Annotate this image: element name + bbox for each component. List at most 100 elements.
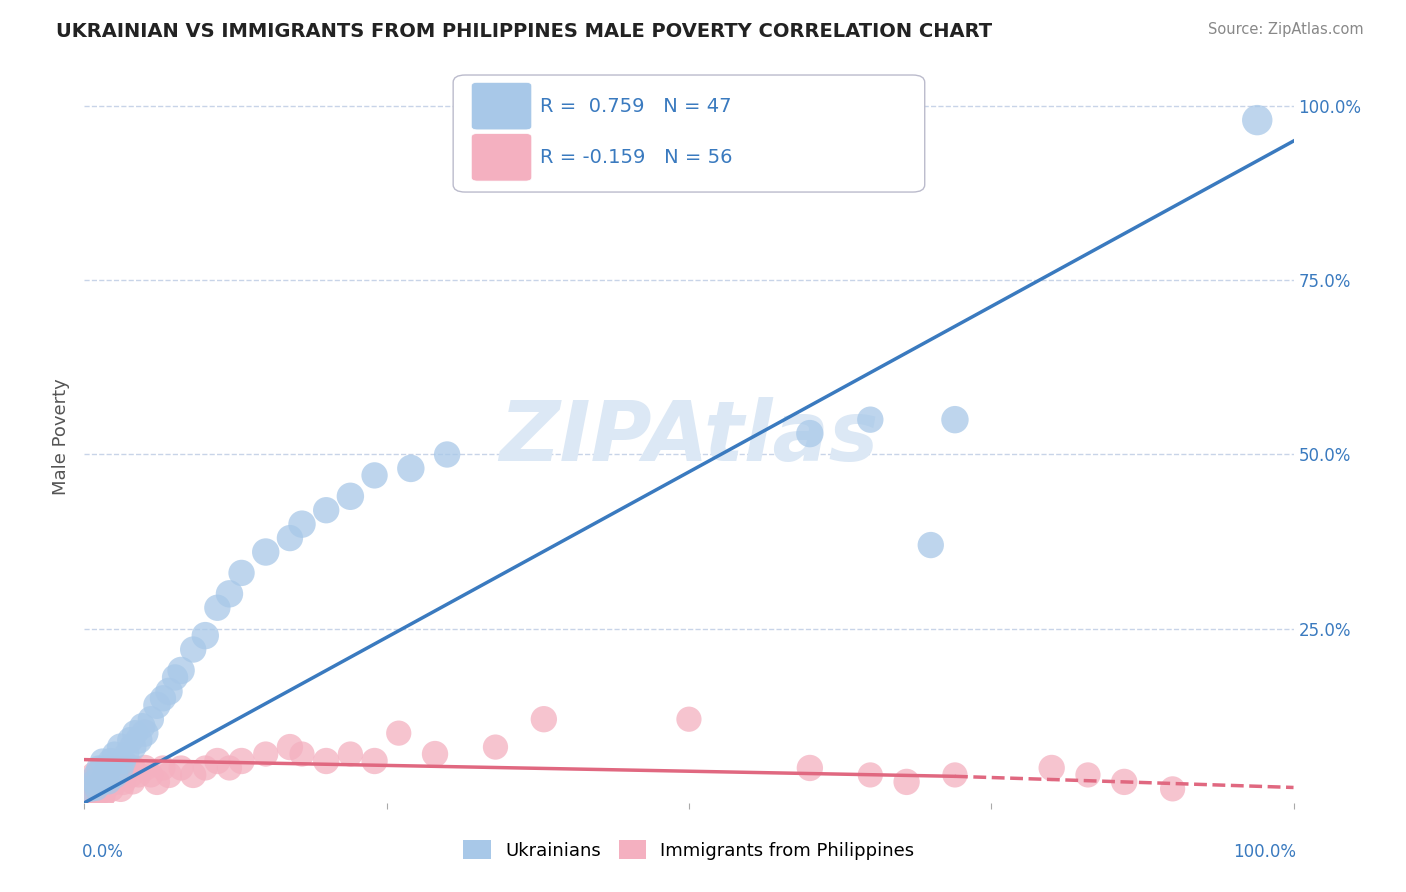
Point: [399, 461, 422, 475]
Text: R = -0.159   N = 56: R = -0.159 N = 56: [540, 148, 733, 167]
Point: [291, 747, 314, 761]
Point: [86, 789, 108, 803]
Text: R =  0.759   N = 47: R = 0.759 N = 47: [540, 97, 731, 116]
Point: [112, 775, 135, 789]
Text: ZIPAtlas: ZIPAtlas: [499, 397, 879, 477]
Point: [97, 775, 120, 789]
Point: [104, 768, 127, 782]
Point: [120, 768, 142, 782]
Point: [110, 781, 132, 796]
Point: [100, 781, 122, 796]
Point: [128, 733, 150, 747]
Point: [83, 775, 105, 789]
Point: [146, 775, 169, 789]
Point: [94, 781, 117, 796]
Point: [799, 426, 821, 441]
Point: [112, 754, 135, 768]
Point: [152, 761, 174, 775]
Point: [181, 768, 204, 782]
FancyBboxPatch shape: [471, 134, 531, 181]
Point: [157, 684, 180, 698]
Point: [104, 775, 127, 789]
Point: [1246, 113, 1268, 128]
Point: [77, 789, 100, 803]
Point: [110, 740, 132, 755]
Point: [86, 781, 108, 796]
Point: [105, 761, 128, 775]
Point: [920, 538, 942, 552]
Point: [363, 468, 385, 483]
Point: [152, 691, 174, 706]
Point: [436, 448, 458, 462]
Point: [87, 781, 110, 796]
Point: [134, 761, 156, 775]
FancyBboxPatch shape: [453, 75, 925, 192]
Point: [79, 781, 101, 796]
Point: [146, 698, 169, 713]
Point: [86, 768, 108, 782]
Point: [128, 768, 150, 782]
Point: [218, 587, 240, 601]
Text: 0.0%: 0.0%: [82, 843, 124, 861]
Point: [124, 726, 146, 740]
Point: [678, 712, 700, 726]
Point: [165, 670, 187, 684]
Point: [89, 768, 111, 782]
Y-axis label: Male Poverty: Male Poverty: [52, 379, 70, 495]
Point: [121, 761, 143, 775]
Point: [207, 754, 229, 768]
Point: [139, 712, 162, 726]
Point: [194, 629, 217, 643]
Point: [120, 733, 142, 747]
Point: [104, 768, 127, 782]
Point: [86, 775, 108, 789]
Point: [315, 754, 337, 768]
Point: [91, 761, 114, 775]
Point: [97, 775, 120, 789]
Point: [1161, 781, 1184, 796]
Point: [339, 489, 361, 503]
Point: [799, 761, 821, 775]
Point: [115, 747, 138, 761]
Point: [139, 768, 162, 782]
Point: [131, 719, 153, 733]
Point: [218, 761, 240, 775]
Point: [278, 740, 301, 755]
Point: [121, 775, 143, 789]
Point: [207, 600, 229, 615]
Point: [859, 412, 882, 426]
Point: [194, 761, 217, 775]
Point: [291, 517, 314, 532]
Point: [423, 747, 446, 761]
Point: [533, 712, 555, 726]
Point: [943, 768, 966, 782]
Point: [1040, 761, 1063, 775]
Point: [363, 754, 385, 768]
Point: [943, 412, 966, 426]
Point: [94, 768, 117, 782]
Point: [896, 775, 918, 789]
Point: [134, 726, 156, 740]
Point: [121, 740, 143, 755]
Point: [110, 768, 132, 782]
Point: [110, 761, 132, 775]
Point: [170, 664, 193, 678]
Point: [1114, 775, 1136, 789]
Point: [170, 761, 193, 775]
Point: [181, 642, 204, 657]
FancyBboxPatch shape: [471, 82, 531, 130]
Point: [278, 531, 301, 545]
Point: [91, 775, 114, 789]
Point: [97, 761, 120, 775]
Point: [91, 789, 114, 803]
Point: [484, 740, 506, 755]
Point: [115, 761, 138, 775]
Point: [94, 768, 117, 782]
Point: [339, 747, 361, 761]
Text: UKRAINIAN VS IMMIGRANTS FROM PHILIPPINES MALE POVERTY CORRELATION CHART: UKRAINIAN VS IMMIGRANTS FROM PHILIPPINES…: [56, 22, 993, 41]
Point: [254, 545, 277, 559]
Point: [100, 754, 122, 768]
Point: [231, 754, 253, 768]
Legend: Ukrainians, Immigrants from Philippines: Ukrainians, Immigrants from Philippines: [456, 833, 922, 867]
Point: [231, 566, 253, 580]
